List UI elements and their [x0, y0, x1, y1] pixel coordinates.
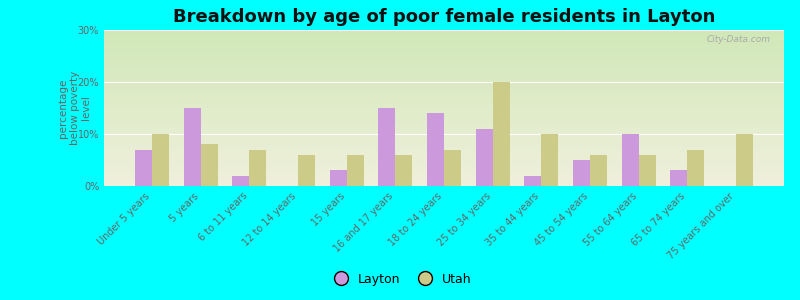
Title: Breakdown by age of poor female residents in Layton: Breakdown by age of poor female resident…	[173, 8, 715, 26]
Bar	[152, 134, 169, 186]
Bar	[250, 150, 266, 186]
Bar	[201, 144, 218, 186]
Bar	[493, 82, 510, 186]
Bar	[135, 150, 152, 186]
Bar	[524, 176, 542, 186]
Bar	[638, 155, 656, 186]
Bar	[232, 176, 250, 186]
Bar	[736, 134, 753, 186]
Legend: Layton, Utah: Layton, Utah	[324, 268, 476, 291]
Bar	[330, 170, 346, 186]
Bar	[476, 129, 493, 186]
Bar	[622, 134, 638, 186]
Bar	[298, 155, 315, 186]
Bar	[573, 160, 590, 186]
Bar	[590, 155, 607, 186]
Bar	[346, 155, 364, 186]
Text: City-Data.com: City-Data.com	[706, 35, 770, 44]
Bar	[687, 150, 705, 186]
Y-axis label: percentage
below poverty
level: percentage below poverty level	[58, 71, 91, 145]
Bar	[444, 150, 461, 186]
Bar	[395, 155, 412, 186]
Bar	[542, 134, 558, 186]
Bar	[427, 113, 444, 186]
Bar	[183, 108, 201, 186]
Bar	[378, 108, 395, 186]
Bar	[670, 170, 687, 186]
